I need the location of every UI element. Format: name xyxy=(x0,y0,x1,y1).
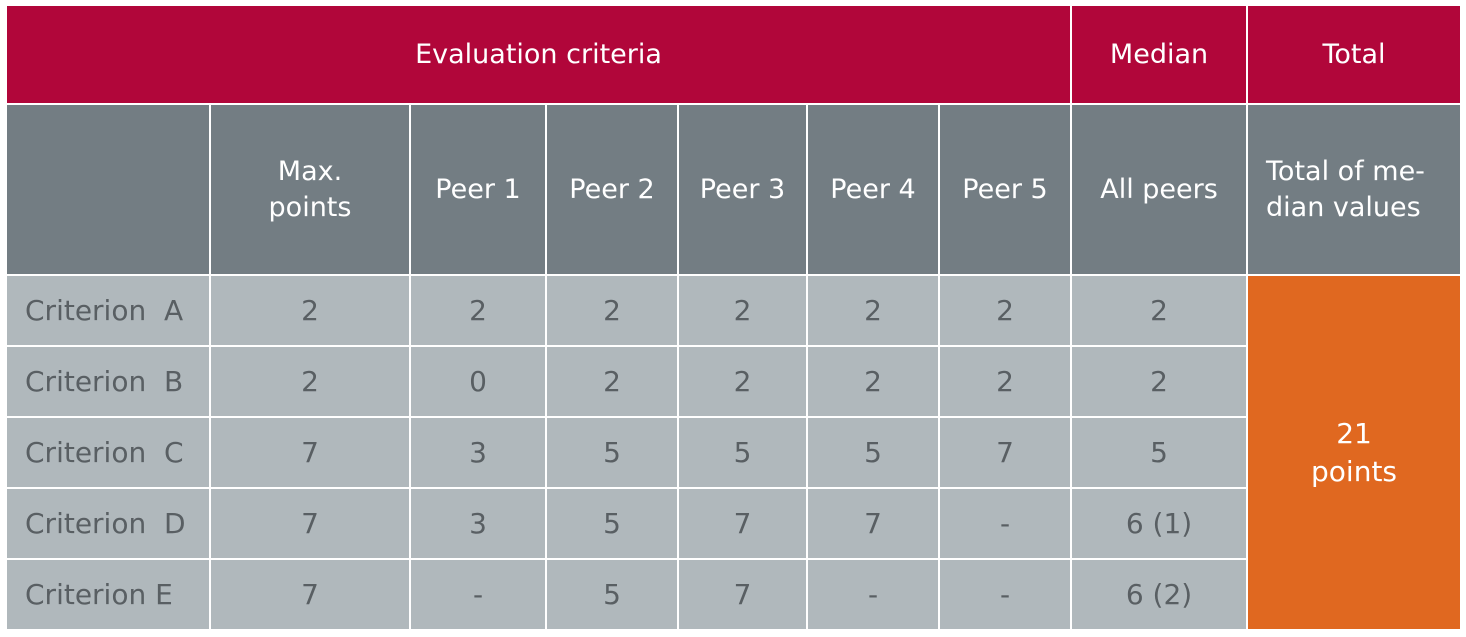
row-label: Criterion B xyxy=(5,345,211,418)
table-row: Criterion A 2 2 2 2 2 2 2 21 points xyxy=(5,274,1463,631)
all-peers-subheader: All peers xyxy=(1070,103,1249,276)
row-label: Criterion D xyxy=(5,487,211,560)
peer5-cell: 2 xyxy=(937,345,1073,418)
peer3-cell: 2 xyxy=(677,274,808,347)
median-cell: 5 xyxy=(1070,416,1249,489)
peer2-cell: 2 xyxy=(545,274,679,347)
evaluation-criteria-header: Evaluation criteria xyxy=(4,4,1073,105)
total-value: 21 xyxy=(1336,416,1372,450)
total-subheader-line2: dian values xyxy=(1266,191,1421,223)
total-unit: points xyxy=(1311,454,1398,488)
peer2-cell: 5 xyxy=(545,487,679,560)
peer1-cell: 2 xyxy=(409,274,547,347)
max-points-cell: 2 xyxy=(209,274,411,347)
peer2-cell: 2 xyxy=(545,345,679,418)
total-header: Total xyxy=(1246,4,1463,105)
subheader-row: Max. points Peer 1 Peer 2 Peer 3 Peer 4 … xyxy=(5,103,1463,276)
peer4-cell: 5 xyxy=(806,416,940,489)
max-points-cell: 7 xyxy=(209,487,411,560)
header-row: Evaluation criteria Median Total xyxy=(4,4,1463,105)
row-label: Criterion A xyxy=(5,274,211,347)
peer1-subheader: Peer 1 xyxy=(409,103,547,276)
median-cell: 2 xyxy=(1070,345,1249,418)
median-cell: 6 (2) xyxy=(1070,558,1249,631)
median-cell: 6 (1) xyxy=(1070,487,1249,560)
peer4-cell: 2 xyxy=(806,345,940,418)
peer5-subheader: Peer 5 xyxy=(937,103,1073,276)
max-points-subheader: Max. points xyxy=(209,103,411,276)
table-row: Criterion E 7 - 5 7 - - 6 (2) xyxy=(5,558,1461,631)
row-label: Criterion E xyxy=(5,558,211,631)
peer3-cell: 2 xyxy=(677,345,808,418)
max-points-cell: 7 xyxy=(209,558,411,631)
peer1-cell: 3 xyxy=(409,487,547,560)
total-cell: 21 points xyxy=(1246,274,1463,631)
median-header: Median xyxy=(1070,4,1249,105)
peer5-cell: 2 xyxy=(937,274,1073,347)
row-label: Criterion C xyxy=(5,416,211,489)
max-points-line2: points xyxy=(268,191,352,223)
peer5-cell: 7 xyxy=(937,416,1073,489)
total-of-median-subheader: Total of me- dian values xyxy=(1246,103,1463,276)
peer4-cell: - xyxy=(806,558,940,631)
peer5-cell: - xyxy=(937,558,1073,631)
total-subheader-line1: Total of me- xyxy=(1266,155,1425,187)
table-row: Criterion C 7 3 5 5 5 7 5 xyxy=(5,416,1461,489)
peer1-cell: 0 xyxy=(409,345,547,418)
table-row: Criterion B 2 0 2 2 2 2 2 xyxy=(5,345,1461,418)
peer2-cell: 5 xyxy=(545,558,679,631)
evaluation-table: Evaluation criteria Median Total Max. po… xyxy=(4,4,1463,631)
peer3-subheader: Peer 3 xyxy=(677,103,808,276)
peer4-cell: 2 xyxy=(806,274,940,347)
peer3-cell: 7 xyxy=(677,558,808,631)
median-cell: 2 xyxy=(1070,274,1249,347)
peer5-cell: - xyxy=(937,487,1073,560)
max-points-cell: 2 xyxy=(209,345,411,418)
peer1-cell: - xyxy=(409,558,547,631)
max-points-line1: Max. xyxy=(277,155,343,187)
peer4-cell: 7 xyxy=(806,487,940,560)
table-row: Criterion D 7 3 5 7 7 - 6 (1) xyxy=(5,487,1461,560)
blank-subheader xyxy=(5,103,211,276)
peer4-subheader: Peer 4 xyxy=(806,103,940,276)
peer3-cell: 7 xyxy=(677,487,808,560)
peer1-cell: 3 xyxy=(409,416,547,489)
peer2-subheader: Peer 2 xyxy=(545,103,679,276)
peer2-cell: 5 xyxy=(545,416,679,489)
peer3-cell: 5 xyxy=(677,416,808,489)
max-points-cell: 7 xyxy=(209,416,411,489)
